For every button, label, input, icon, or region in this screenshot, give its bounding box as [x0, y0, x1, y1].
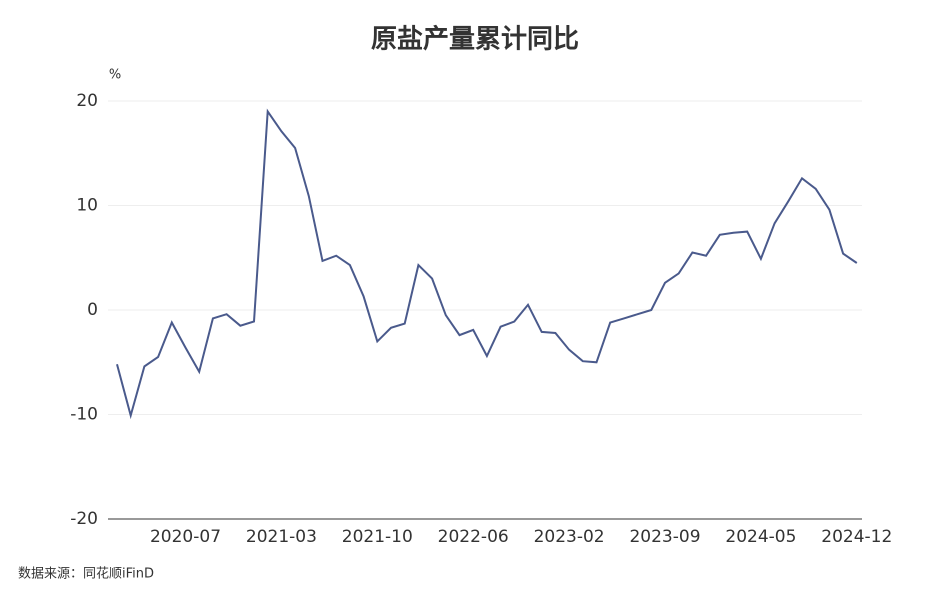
y-tick-label: 10 — [76, 196, 98, 216]
chart-title: 原盐产量累计同比 — [371, 25, 579, 55]
y-unit: % — [109, 68, 121, 83]
y-tick-label: -20 — [70, 509, 98, 529]
x-tick-label: 2024-05 — [725, 527, 796, 547]
x-tick-label: 2024-12 — [821, 527, 892, 547]
x-tick-label: 2022-06 — [438, 527, 509, 547]
source: 数据来源：同花顺iFinD — [18, 566, 154, 582]
line — [116, 108, 858, 420]
x-tick-label: 2023-02 — [534, 527, 605, 547]
x-tick-label: 2020-07 — [150, 527, 221, 547]
y-tick-label: 20 — [76, 91, 98, 111]
y-tick-label: -10 — [70, 405, 98, 425]
x-tick-label: 2021-10 — [342, 527, 413, 547]
x-tick-label: 2023-09 — [629, 527, 700, 547]
x-tick-label: 2021-03 — [246, 527, 317, 547]
y-tick-label: 0 — [87, 300, 98, 320]
